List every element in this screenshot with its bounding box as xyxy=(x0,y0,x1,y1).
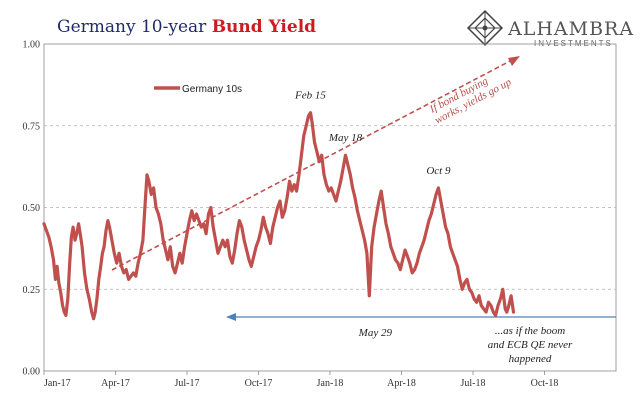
x-tick-label: Jul-17 xyxy=(175,378,200,389)
y-tick-label: 0.50 xyxy=(23,203,41,214)
logo-sub: INVESTMENTS xyxy=(534,39,613,48)
chart-title-prefix: Germany 10-year xyxy=(57,17,212,37)
legend: Germany 10s xyxy=(154,84,242,95)
x-tick-label: Oct-17 xyxy=(245,378,273,389)
x-axis: Jan-17 Apr-17 Jul-17 Oct-17 Jan-18 Apr-18 Jul-… xyxy=(43,371,559,389)
trend-arrowhead-icon xyxy=(508,56,520,66)
chart-title-highlight: Bund Yield xyxy=(212,17,316,37)
diamond-logo-icon xyxy=(466,9,504,47)
series-line-germany-10s xyxy=(42,111,516,321)
chart-title: Germany 10-year Bund Yield xyxy=(57,17,316,37)
blue-arrowhead-icon xyxy=(226,313,236,321)
note-text: ...as if the boom and ECB QE never happe… xyxy=(488,325,573,365)
trend-arrow-line xyxy=(111,59,513,271)
x-tick-label: Jul-18 xyxy=(461,378,486,389)
x-tick-label: Apr-17 xyxy=(101,378,130,389)
legend-label: Germany 10s xyxy=(182,84,242,95)
x-tick-label: Jan-18 xyxy=(317,378,344,389)
annotation-may-29: May 29 xyxy=(358,327,393,339)
note-line-2: and ECB QE never xyxy=(488,339,573,351)
y-tick-label: 0.75 xyxy=(23,121,41,132)
y-tick-label: 0.25 xyxy=(23,285,41,296)
y-tick-label: 0.00 xyxy=(23,367,41,378)
blue-arrow xyxy=(226,313,616,321)
y-axis: 0.00 0.25 0.50 0.75 1.00 xyxy=(23,40,41,378)
y-tick-label: 1.00 xyxy=(23,40,41,51)
annotation-may-18: May 18 xyxy=(328,132,363,144)
annotation-feb-15: Feb 15 xyxy=(294,90,326,102)
gridlines xyxy=(44,125,616,290)
annotation-oct-9: Oct 9 xyxy=(426,165,451,177)
note-line-3: happened xyxy=(509,353,552,365)
annotations: Feb 15 May 18 Oct 9 May 29 xyxy=(294,90,451,339)
logo-name: ALHAMBRA xyxy=(507,18,634,40)
alhambra-logo: ALHAMBRA INVESTMENTS xyxy=(466,9,634,48)
note-line-1: ...as if the boom xyxy=(495,325,565,337)
x-tick-label: Apr-18 xyxy=(387,378,416,389)
x-tick-label: Oct-18 xyxy=(531,378,559,389)
x-tick-label: Jan-17 xyxy=(44,378,71,389)
